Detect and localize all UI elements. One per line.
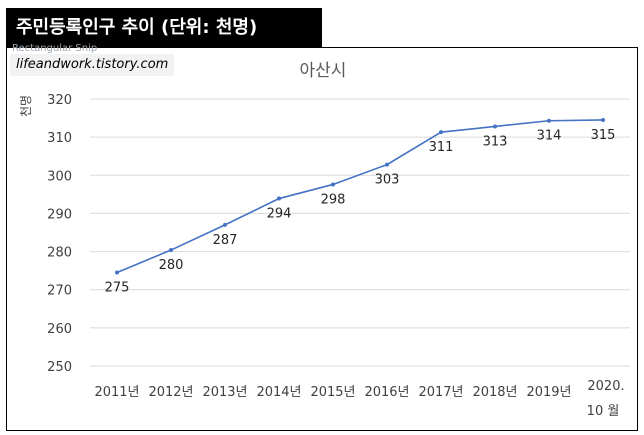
data-label: 303 bbox=[375, 173, 400, 188]
chart-frame bbox=[6, 47, 638, 431]
y-tick-label: 310 bbox=[47, 131, 72, 146]
y-tick-labels: 250 260 270 280 290 300 310 320 bbox=[47, 93, 72, 375]
data-point bbox=[493, 124, 497, 129]
data-point bbox=[331, 182, 335, 187]
data-label: 294 bbox=[267, 207, 292, 222]
data-point bbox=[223, 222, 227, 227]
x-tick-label: 2016년 bbox=[364, 385, 409, 400]
x-tick-label: 2014년 bbox=[256, 385, 301, 400]
x-tick-label: 2011년 bbox=[94, 385, 139, 400]
y-tick-label: 280 bbox=[47, 246, 72, 261]
y-tick-label: 320 bbox=[47, 93, 72, 108]
data-point bbox=[277, 196, 281, 201]
data-label: 287 bbox=[213, 233, 238, 248]
data-label: 313 bbox=[483, 134, 508, 149]
x-tick-label: 2013년 bbox=[202, 385, 247, 400]
page-title: 주민등록인구 추이 (단위: 천명) bbox=[6, 8, 322, 48]
watermark: lifeandwork.tistory.com bbox=[10, 54, 175, 76]
data-labels: 275 280 287 294 298 303 311 313 314 315 bbox=[105, 128, 616, 296]
data-point bbox=[115, 270, 119, 275]
data-point bbox=[169, 248, 173, 253]
data-label: 315 bbox=[591, 128, 616, 143]
data-label: 275 bbox=[105, 281, 130, 296]
x-tick-label: 2017년 bbox=[418, 385, 463, 400]
x-tick-label: 2020. bbox=[587, 379, 624, 394]
chart-title: 아산시 bbox=[300, 61, 347, 81]
y-axis-label: 천명 bbox=[18, 95, 33, 117]
data-label: 280 bbox=[159, 258, 184, 273]
data-label: 311 bbox=[429, 140, 454, 155]
y-tick-label: 290 bbox=[47, 207, 72, 222]
x-tick-labels: 2011년 2012년 2013년 2014년 2015년 2016년 2017년 2018년… bbox=[94, 379, 624, 419]
data-point bbox=[547, 118, 551, 123]
y-tick-label: 250 bbox=[47, 360, 72, 375]
snip-label: Rectangular Snip bbox=[12, 43, 98, 54]
y-tick-label: 260 bbox=[47, 322, 72, 337]
series bbox=[115, 117, 605, 275]
x-tick-label: 2015년 bbox=[310, 385, 355, 400]
x-tick-label: 2012년 bbox=[148, 385, 193, 400]
data-point bbox=[439, 130, 443, 135]
data-label: 298 bbox=[321, 192, 346, 207]
x-tick-label: 2018년 bbox=[472, 385, 517, 400]
data-label: 314 bbox=[537, 129, 562, 144]
x-tick-label: 2019년 bbox=[526, 385, 571, 400]
y-tick-label: 270 bbox=[47, 284, 72, 299]
data-point bbox=[601, 117, 605, 122]
x-tick-label: 10 월 bbox=[587, 404, 620, 419]
y-tick-label: 300 bbox=[47, 169, 72, 184]
data-point bbox=[385, 162, 389, 167]
series-line bbox=[116, 119, 604, 274]
